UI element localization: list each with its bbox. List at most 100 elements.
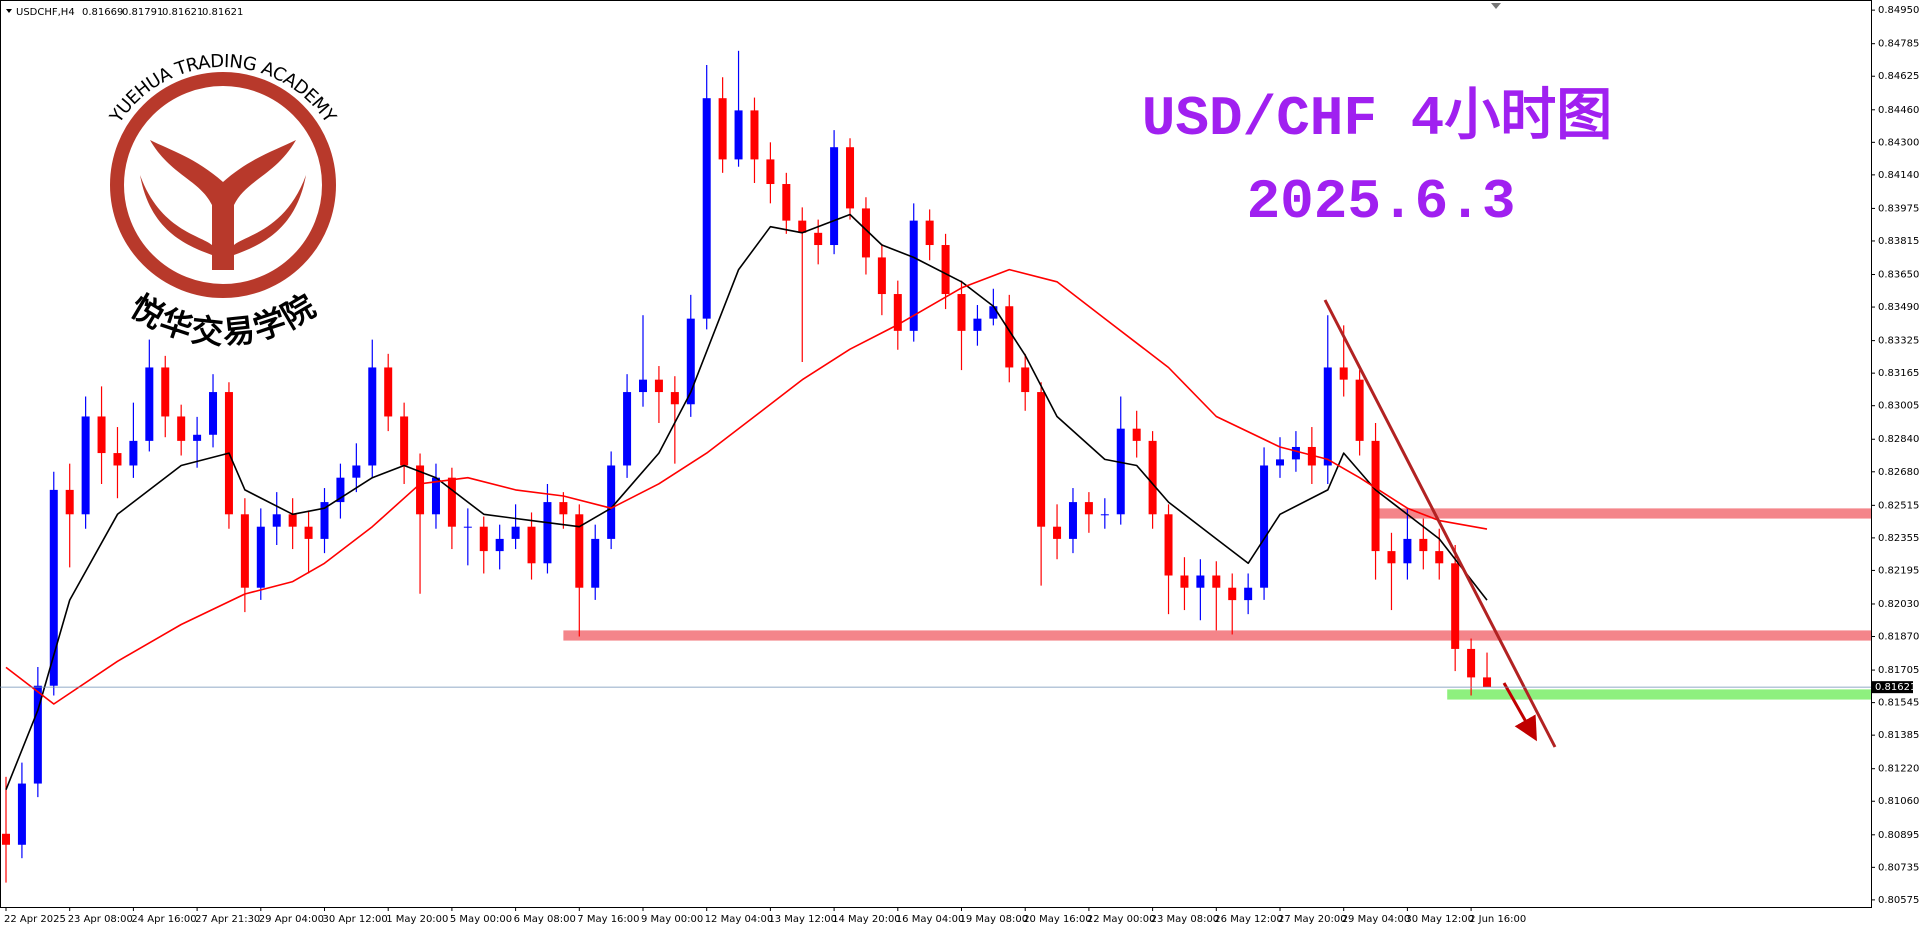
candle-body	[1037, 392, 1046, 527]
trend-line	[1323, 299, 1557, 748]
candle-body	[846, 147, 855, 209]
logo-mark	[140, 175, 306, 255]
y-tick-label: 0.81545	[1878, 698, 1919, 709]
x-tick-label: 13 May 12:00	[768, 914, 837, 925]
y-tick-label: 0.82840	[1878, 434, 1919, 445]
candle-body	[766, 159, 775, 185]
y-tick-label: 0.81870	[1878, 632, 1919, 643]
y-tick-label: 0.82680	[1878, 467, 1919, 478]
candle-body	[1084, 502, 1093, 515]
y-tick-label: 0.83165	[1878, 368, 1919, 379]
candle-body	[1467, 648, 1476, 678]
candle-body	[1228, 587, 1237, 601]
chart-subtitle: 2025.6.3	[1247, 170, 1516, 234]
candle-body	[81, 416, 90, 515]
candle-body	[1339, 367, 1348, 380]
candle-body	[623, 392, 632, 466]
candle-body	[1403, 538, 1412, 564]
candle-body	[1323, 367, 1332, 466]
candle-body	[543, 502, 552, 564]
y-tick-label: 0.80575	[1878, 895, 1919, 906]
x-tick-label: 30 Apr 12:00	[323, 914, 388, 925]
candle-body	[447, 477, 456, 527]
candle-body	[416, 465, 425, 515]
x-tick-label: 27 May 20:00	[1278, 914, 1347, 925]
candle-body	[782, 184, 791, 221]
level-zone	[1375, 508, 1871, 519]
candle-body	[1164, 514, 1173, 576]
logo-ring	[110, 72, 336, 298]
candle-body	[909, 220, 918, 331]
y-tick-label: 0.81060	[1878, 796, 1919, 807]
y-tick-label: 0.82355	[1878, 533, 1919, 544]
candle-body	[861, 208, 870, 258]
header-high: 0.81791	[122, 7, 163, 18]
candle-body	[575, 514, 584, 588]
x-tick-label: 29 Apr 04:00	[259, 914, 324, 925]
y-tick-label: 0.83650	[1878, 270, 1919, 281]
candle-body	[1100, 514, 1109, 516]
candle-body	[591, 538, 600, 588]
y-tick-label: 0.82030	[1878, 599, 1919, 610]
x-tick-label: 7 May 16:00	[577, 914, 639, 925]
candle-body	[177, 416, 186, 441]
y-tick-label: 0.81705	[1878, 665, 1919, 676]
candle-body	[368, 367, 377, 466]
candle-body	[1068, 502, 1077, 539]
candle-body	[1180, 575, 1189, 588]
x-tick-label: 14 May 20:00	[832, 914, 901, 925]
x-tick-label: 22 Apr 2025	[4, 914, 66, 925]
x-tick-label: 12 May 04:00	[705, 914, 774, 925]
candle-body	[1451, 563, 1460, 649]
shift-marker	[1491, 3, 1501, 9]
candle-body	[734, 110, 743, 160]
logo: YUEHUA TRADING ACADEMY 悦华交易学院	[105, 51, 340, 352]
candle-body	[925, 220, 934, 246]
candle-body	[1483, 677, 1492, 688]
candle-body	[65, 489, 74, 515]
candle-body	[240, 514, 249, 588]
plot-area	[2, 50, 1871, 883]
ticker-header: USDCHF,H4 0.81669 0.81791 0.81621 0.8162…	[6, 7, 243, 18]
candle-body	[877, 257, 886, 295]
candle-body	[33, 685, 42, 784]
candle-body	[1132, 428, 1141, 441]
y-tick-label: 0.83325	[1878, 336, 1919, 347]
x-tick-label: 6 May 08:00	[514, 914, 576, 925]
candle-body	[1276, 459, 1284, 466]
x-tick-label: 9 May 00:00	[641, 914, 703, 925]
x-tick-label: 1 May 20:00	[386, 914, 448, 925]
candle-body	[384, 367, 393, 417]
x-tick-label: 27 Apr 21:30	[195, 914, 260, 925]
candle-body	[352, 465, 361, 478]
candle-body	[129, 440, 138, 466]
y-tick-label: 0.84785	[1878, 39, 1919, 50]
x-tick-label: 23 Apr 08:00	[68, 914, 133, 925]
x-tick-label: 22 May 00:00	[1087, 914, 1156, 925]
candle-body	[511, 526, 520, 539]
y-tick-label: 0.82515	[1878, 500, 1919, 511]
last-price-box	[1871, 681, 1913, 694]
candle-body	[288, 514, 297, 527]
y-tick-label: 0.84140	[1878, 170, 1919, 181]
candle-body	[400, 416, 409, 466]
candle-body	[893, 294, 902, 331]
x-tick-label: 16 May 04:00	[896, 914, 965, 925]
candle-body	[113, 453, 122, 466]
x-tick-label: 5 May 00:00	[450, 914, 512, 925]
x-tick-label: 2 Jun 16:00	[1469, 914, 1526, 925]
candle-body	[49, 489, 58, 686]
candle-body	[1387, 551, 1396, 564]
candle-body	[639, 379, 647, 393]
candle-body	[1005, 306, 1014, 368]
y-tick-label: 0.83490	[1878, 302, 1919, 313]
level-zone	[1447, 689, 1871, 700]
candle-body	[431, 477, 440, 515]
candle-body	[495, 538, 504, 552]
x-tick-label: 20 May 16:00	[1023, 914, 1092, 925]
moving-average	[5, 268, 1488, 705]
candle-body	[1419, 538, 1428, 552]
y-tick-label: 0.80895	[1878, 830, 1919, 841]
candle-body	[1021, 367, 1030, 393]
